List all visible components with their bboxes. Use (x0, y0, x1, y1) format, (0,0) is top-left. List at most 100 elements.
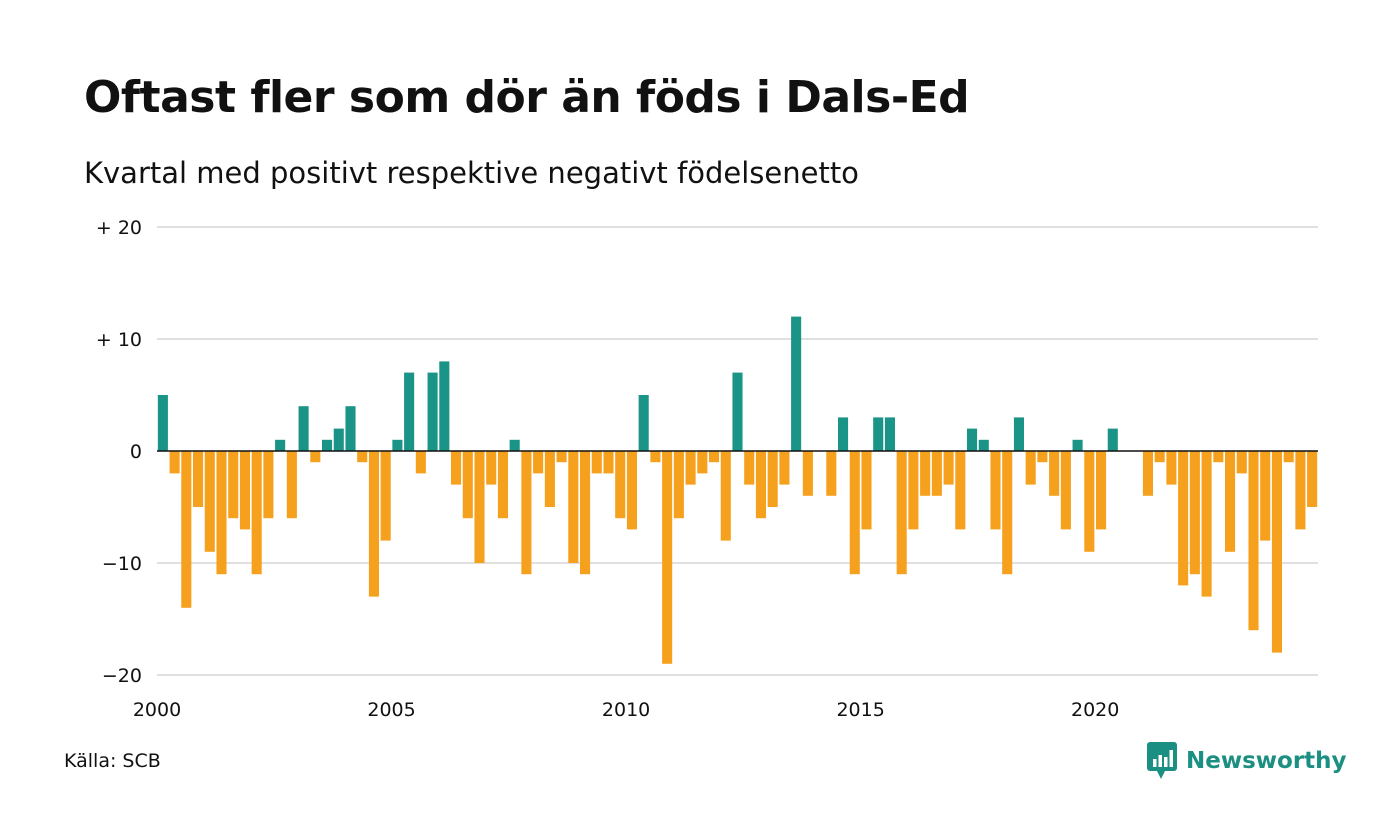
bar (943, 451, 954, 485)
bar (732, 372, 743, 451)
bar (673, 451, 684, 519)
y-tick-label: + 20 (96, 217, 142, 239)
bar (1096, 451, 1107, 530)
bar (544, 451, 555, 507)
bar (497, 451, 508, 519)
source-note: Källa: SCB (64, 750, 161, 772)
y-tick-label: 0 (130, 441, 142, 463)
y-tick-label: −10 (102, 553, 142, 575)
bar (755, 451, 766, 519)
bar (298, 406, 309, 451)
bar (1307, 451, 1318, 507)
x-tick-label: 2000 (133, 699, 181, 721)
brand-logo[interactable]: Newsworthy (1147, 742, 1347, 780)
bar (861, 451, 872, 530)
bar (368, 451, 379, 597)
bar (591, 451, 602, 474)
bar (662, 451, 673, 664)
bar (908, 451, 919, 530)
bar (1189, 451, 1200, 575)
bar (380, 451, 391, 541)
y-tick-label: + 10 (96, 329, 142, 351)
bar (415, 451, 426, 474)
bar (1201, 451, 1212, 597)
bar (1037, 451, 1048, 463)
bar (169, 451, 180, 474)
bar (873, 417, 884, 451)
x-tick-label: 2005 (367, 699, 415, 721)
bar (1060, 451, 1071, 530)
bar (709, 451, 720, 463)
bar (990, 451, 1001, 530)
bar (1084, 451, 1095, 552)
bar (333, 428, 344, 451)
bar (1248, 451, 1259, 631)
chart-subtitle: Kvartal med positivt respektive negativt… (84, 156, 859, 190)
bar (967, 428, 978, 451)
chart-title: Oftast fler som dör än föds i Dals-Ed (84, 72, 970, 123)
bar (521, 451, 532, 575)
bar (767, 451, 778, 507)
axis-layer: + 20 + 10 0 −10 −20 2000 2005 2010 2015 2020 (96, 217, 1318, 721)
bar (556, 451, 567, 463)
bar (685, 451, 696, 485)
bar (357, 451, 368, 463)
bar (533, 451, 544, 474)
bar (157, 395, 168, 451)
bar (720, 451, 731, 541)
bar (263, 451, 274, 519)
bar (286, 451, 297, 519)
bar (239, 451, 250, 530)
bar (931, 451, 942, 496)
bar (228, 451, 239, 519)
bar (216, 451, 227, 575)
bar (1002, 451, 1013, 575)
bar (978, 439, 989, 451)
bar (920, 451, 931, 496)
bar (404, 372, 415, 451)
bar (744, 451, 755, 485)
bar (462, 451, 473, 519)
bar (1295, 451, 1306, 530)
bar (310, 451, 321, 463)
bar (251, 451, 262, 575)
bar (1025, 451, 1036, 485)
bar (451, 451, 462, 485)
newsworthy-logo-icon (1147, 742, 1177, 779)
bar (838, 417, 849, 451)
bar (474, 451, 485, 563)
bar (1142, 451, 1153, 496)
bar (896, 451, 907, 575)
bar (1107, 428, 1118, 451)
bar (697, 451, 708, 474)
bar (1049, 451, 1060, 496)
bar-layer (157, 316, 1318, 664)
bar (193, 451, 204, 507)
bar (955, 451, 966, 530)
bar (1283, 451, 1294, 463)
brand-name: Newsworthy (1186, 748, 1347, 774)
bar (439, 361, 450, 451)
bar (392, 439, 403, 451)
x-tick-label: 2020 (1071, 699, 1119, 721)
bar (638, 395, 649, 451)
bar (1154, 451, 1165, 463)
bar (1225, 451, 1236, 552)
grid-layer (157, 226, 1318, 676)
bar (849, 451, 860, 575)
bar (650, 451, 661, 463)
bar (1260, 451, 1271, 541)
bar (626, 451, 637, 530)
bar (791, 316, 802, 451)
x-tick-label: 2010 (602, 699, 650, 721)
bar (1013, 417, 1024, 451)
bar (580, 451, 591, 575)
bar (345, 406, 356, 451)
y-tick-label: −20 (102, 665, 142, 687)
bar (802, 451, 813, 496)
bar-chart: + 20 + 10 0 −10 −20 2000 2005 2010 2015 2020 (96, 217, 1318, 721)
bar (1236, 451, 1247, 474)
bar (568, 451, 579, 563)
bar (1213, 451, 1224, 463)
bar (509, 439, 520, 451)
